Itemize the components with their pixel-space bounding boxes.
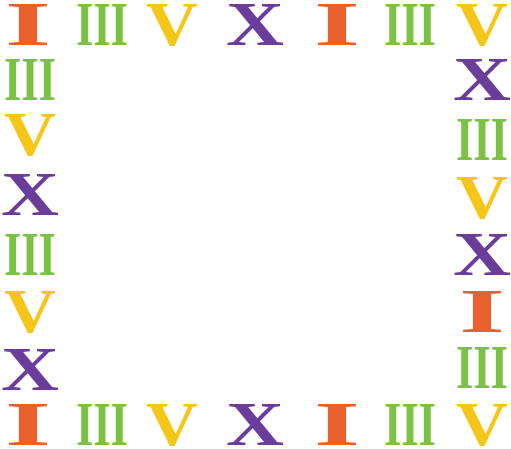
numeral: X	[226, 391, 284, 449]
numeral: III	[4, 221, 56, 289]
numeral: III	[384, 391, 436, 449]
numeral: III	[76, 391, 128, 449]
numeral: X	[453, 46, 511, 114]
numeral: V	[4, 101, 56, 169]
numeral: III	[4, 46, 56, 114]
numeral: III	[76, 0, 128, 59]
numeral: X	[453, 221, 511, 289]
numeral: I	[314, 391, 360, 449]
numeral: V	[456, 391, 508, 449]
numeral: I	[5, 391, 51, 449]
numeral: X	[1, 336, 59, 404]
numeral: V	[4, 278, 56, 346]
numeral: III	[456, 106, 508, 174]
numeral: III	[384, 0, 436, 59]
numeral: V	[456, 0, 508, 59]
numeral: I	[459, 278, 505, 346]
numeral: V	[146, 0, 198, 59]
numeral: X	[1, 161, 59, 229]
numeral: I	[5, 0, 51, 59]
numeral: V	[146, 391, 198, 449]
numeral: I	[314, 0, 360, 59]
numeral: III	[456, 334, 508, 402]
numeral: X	[226, 0, 284, 59]
numeral: V	[456, 164, 508, 232]
